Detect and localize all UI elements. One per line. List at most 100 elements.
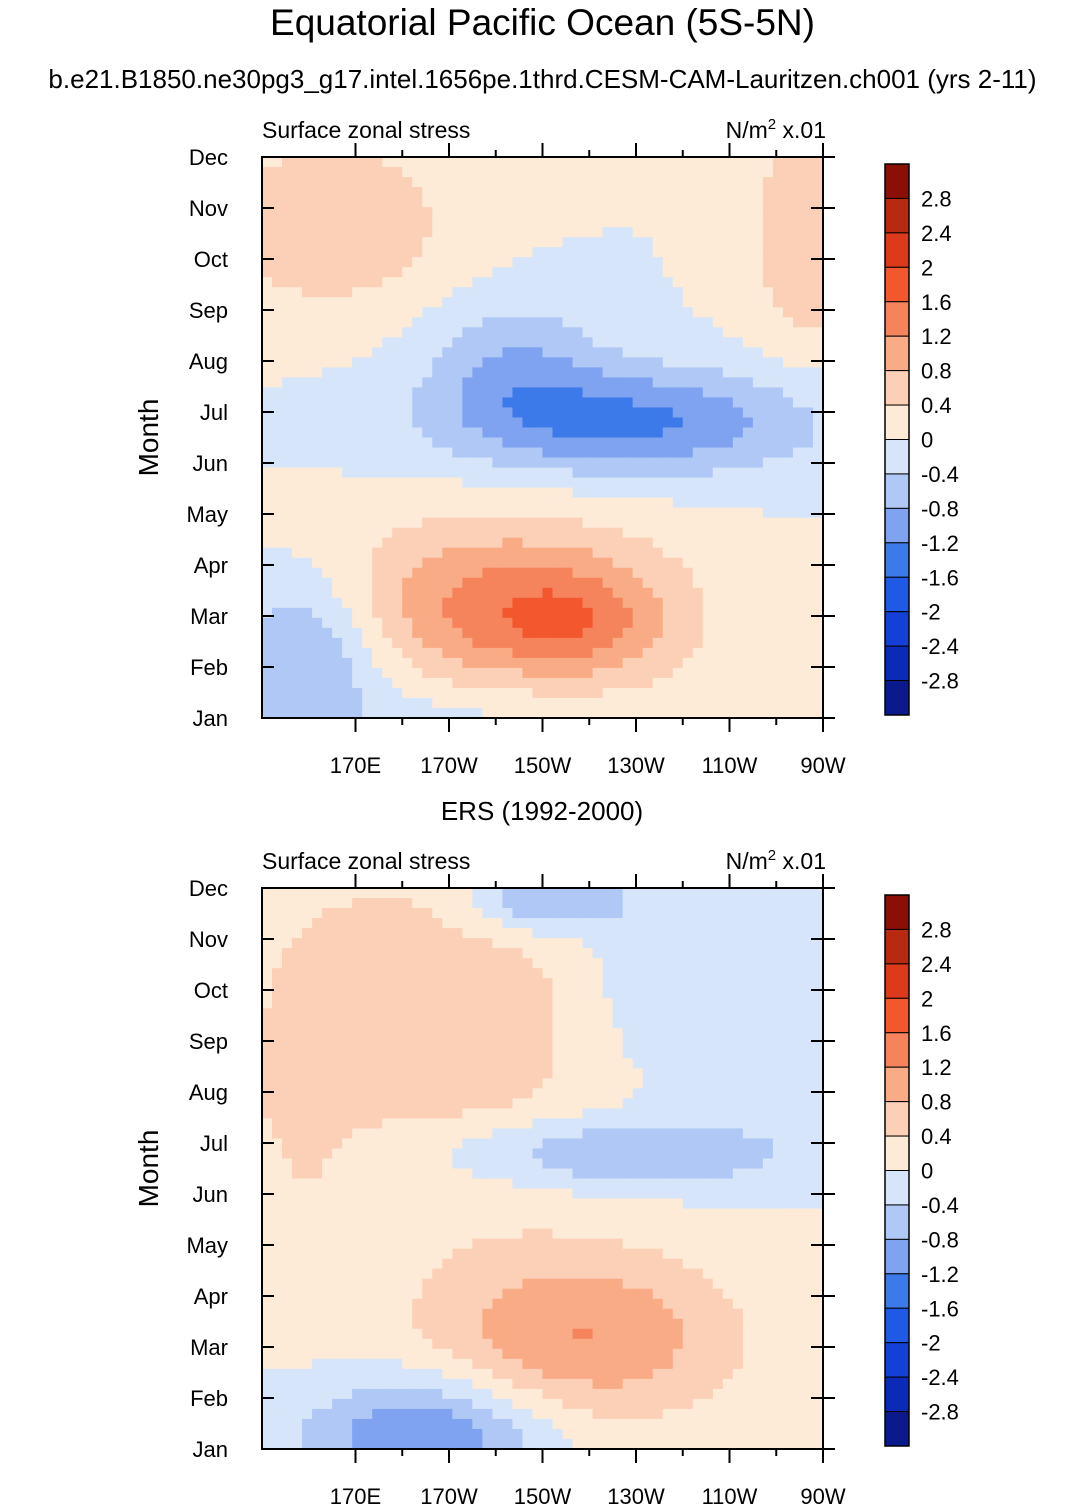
field-cell: [312, 1048, 323, 1059]
field-cell: [602, 397, 614, 409]
field-cell: [312, 1038, 323, 1049]
field-cell: [602, 207, 614, 218]
field-cell: [552, 988, 564, 999]
field-cell: [372, 537, 383, 549]
field-cell: [342, 347, 353, 358]
field-cell: [632, 687, 644, 699]
field-cell: [272, 1398, 283, 1410]
field-cell: [792, 597, 804, 609]
field-cell: [432, 1158, 443, 1170]
field-cell: [372, 167, 383, 178]
field-cell: [462, 157, 473, 168]
field-cell: [282, 547, 293, 559]
field-cell: [782, 557, 794, 569]
field-cell: [792, 607, 804, 619]
field-cell: [362, 647, 373, 659]
field-cell: [462, 1308, 473, 1320]
field-cell: [322, 227, 333, 238]
field-cell: [602, 267, 614, 278]
field-cell: [312, 1128, 323, 1140]
field-cell: [802, 327, 814, 338]
field-cell: [382, 1358, 393, 1370]
field-cell: [602, 447, 614, 459]
field-cell: [482, 918, 494, 929]
field-cell: [562, 968, 574, 979]
field-cell: [622, 657, 634, 669]
field-cell: [312, 397, 323, 409]
field-cell: [452, 647, 463, 659]
field-cell: [392, 497, 403, 509]
field-cell: [522, 1388, 534, 1400]
field-cell: [422, 487, 433, 499]
field-cell: [662, 207, 674, 218]
field-cell: [342, 1108, 353, 1120]
field-cell: [352, 197, 363, 208]
field-cell: [352, 307, 363, 318]
field-cell: [592, 317, 604, 328]
field-cell: [542, 277, 554, 288]
field-cell: [432, 998, 443, 1009]
field-cell: [432, 547, 443, 559]
field-cell: [332, 407, 343, 419]
field-cell: [452, 577, 463, 589]
field-cell: [342, 1078, 353, 1089]
field-cell: [662, 597, 674, 609]
field-cell: [292, 597, 303, 609]
field-cell: [552, 998, 564, 1009]
field-cell: [362, 337, 373, 348]
field-cell: [472, 237, 483, 248]
field-cell: [402, 657, 413, 669]
field-cell: [512, 1118, 524, 1130]
field-cell: [732, 707, 744, 719]
field-cell: [372, 607, 383, 619]
field-cell: [682, 457, 694, 469]
field-cell: [402, 1048, 413, 1059]
field-cell: [532, 187, 544, 198]
field-cell: [532, 1118, 544, 1130]
field-cell: [482, 177, 494, 188]
field-cell: [562, 317, 574, 328]
field-cell: [272, 1408, 283, 1420]
field-cell: [562, 1198, 574, 1210]
field-cell: [522, 1248, 534, 1260]
field-cell: [492, 1138, 504, 1150]
field-cell: [362, 1228, 373, 1240]
field-cell: [282, 1278, 293, 1290]
field-cell: [372, 507, 383, 519]
field-cell: [472, 968, 483, 979]
field-cell: [332, 1338, 343, 1350]
field-cell: [622, 557, 634, 569]
field-cell: [522, 1278, 534, 1290]
field-cell: [482, 487, 494, 499]
field-cell: [362, 677, 373, 689]
field-cell: [522, 567, 534, 579]
field-cell: [502, 237, 514, 248]
field-cell: [552, 1258, 564, 1270]
field-cell: [622, 497, 634, 509]
field-cell: [272, 277, 283, 288]
field-cell: [392, 968, 403, 979]
field-cell: [722, 277, 734, 288]
field-cell: [432, 1398, 443, 1410]
field-cell: [472, 197, 483, 208]
field-cell: [302, 477, 313, 489]
field-cell: [762, 317, 774, 328]
field-cell: [612, 427, 624, 439]
field-cell: [372, 1158, 383, 1170]
field-cell: [712, 507, 724, 519]
field-cell: [502, 1018, 514, 1029]
field-cell: [512, 1078, 524, 1089]
field-cell: [452, 477, 463, 489]
field-cell: [702, 217, 714, 228]
field-cell: [382, 1378, 393, 1390]
field-cell: [352, 968, 363, 979]
field-cell: [812, 237, 824, 248]
field-cell: [352, 377, 363, 389]
field-cell: [532, 1438, 544, 1450]
field-cell: [562, 307, 574, 318]
field-cell: [412, 1388, 423, 1400]
field-cell: [362, 307, 373, 318]
field-cell: [292, 1398, 303, 1410]
field-cell: [682, 307, 694, 318]
field-cell: [502, 707, 514, 719]
